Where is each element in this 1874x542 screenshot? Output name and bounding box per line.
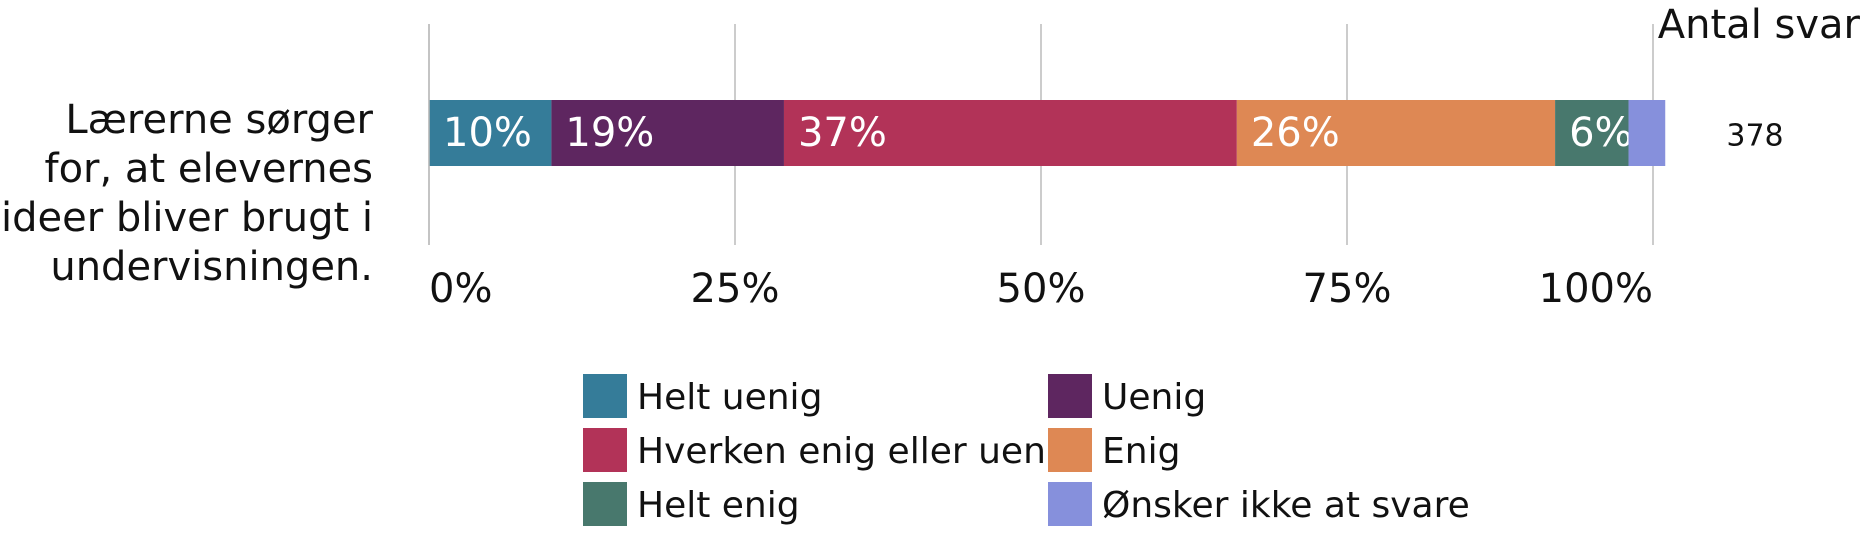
x-tick-label: 75% — [1303, 266, 1392, 312]
x-tick-label: 100% — [1539, 266, 1653, 312]
legend-label: Helt enig — [637, 485, 800, 526]
value-label: 6% — [1569, 110, 1632, 156]
legend-label: Hverken enig eller uenig — [637, 431, 1079, 472]
legend-swatch — [583, 482, 627, 526]
bar-segment — [551, 100, 784, 166]
legend-label: Ønsker ikke at svare — [1102, 485, 1470, 526]
legend-label: Uenig — [1102, 377, 1206, 418]
bar-segment — [1236, 100, 1556, 166]
x-tick-label: 25% — [691, 266, 780, 312]
value-label: 10% — [443, 110, 532, 156]
bar-segment — [1555, 100, 1629, 166]
value-label: 19% — [565, 110, 654, 156]
legend-swatch — [1048, 374, 1092, 418]
bar-segment — [1628, 100, 1666, 166]
bar-segment — [429, 100, 552, 166]
value-label: 26% — [1251, 110, 1340, 156]
legend-swatch — [1048, 482, 1092, 526]
x-tick-label: 50% — [997, 266, 1086, 312]
bar-segment — [783, 100, 1237, 166]
legend-label: Enig — [1102, 431, 1180, 472]
value-label: 37% — [798, 110, 887, 156]
legend-swatch — [1048, 428, 1092, 472]
x-tick-label: 0% — [429, 266, 492, 312]
legend-swatch — [583, 374, 627, 418]
count-value: 378 — [1726, 119, 1783, 154]
count-header: Antal svar — [1658, 2, 1861, 48]
category-label: Lærerne sørger for, at elevernes ideer b… — [0, 97, 373, 290]
legend-swatch — [583, 428, 627, 472]
legend-label: Helt uenig — [637, 377, 822, 418]
